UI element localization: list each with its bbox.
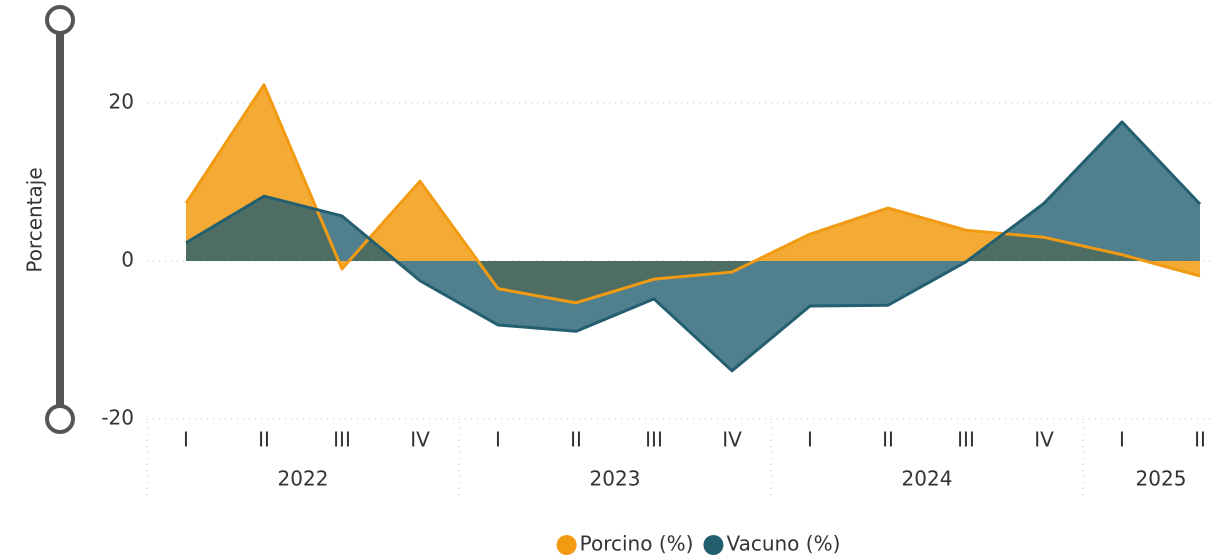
range-slider[interactable]: [45, 5, 75, 434]
legend-label: Vacuno (%): [726, 532, 840, 556]
x-tick-label: III: [645, 428, 663, 452]
legend-item: Porcino (%): [556, 532, 694, 556]
x-group-label: 2022: [278, 467, 329, 491]
x-tick-label: I: [1119, 428, 1125, 452]
x-group-label: 2023: [590, 467, 641, 491]
x-group-label: 2025: [1136, 467, 1187, 491]
x-tick-label: I: [495, 428, 501, 452]
x-tick-label: II: [1194, 428, 1206, 452]
legend-label: Porcino (%): [580, 532, 694, 556]
y-tick-label: -20: [101, 406, 134, 430]
x-tick-label: IV: [1034, 428, 1054, 452]
y-axis-label: Porcentaje: [23, 167, 47, 272]
x-group-label: 2024: [902, 467, 953, 491]
x-tick-label: I: [183, 428, 189, 452]
legend-item: Vacuno (%): [703, 532, 840, 556]
x-tick-label: II: [570, 428, 582, 452]
line: [185, 120, 1202, 373]
x-tick-label: I: [807, 428, 813, 452]
x-tick-label: II: [882, 428, 894, 452]
x-tick-label: IV: [410, 428, 430, 452]
x-tick-label: III: [957, 428, 975, 452]
y-tick-label: 0: [121, 248, 134, 272]
x-tick-label: II: [258, 428, 270, 452]
legend: Porcino (%) Vacuno (%): [556, 532, 840, 556]
slider-handle[interactable]: [45, 404, 75, 434]
area: [186, 84, 1200, 303]
legend-swatch: [556, 535, 577, 555]
y-tick-label: 20: [109, 90, 134, 114]
x-tick-label: IV: [722, 428, 742, 452]
legend-swatch: [703, 535, 724, 555]
line: [184, 83, 1201, 305]
x-tick-label: III: [333, 428, 351, 452]
slider-handle[interactable]: [45, 5, 75, 35]
